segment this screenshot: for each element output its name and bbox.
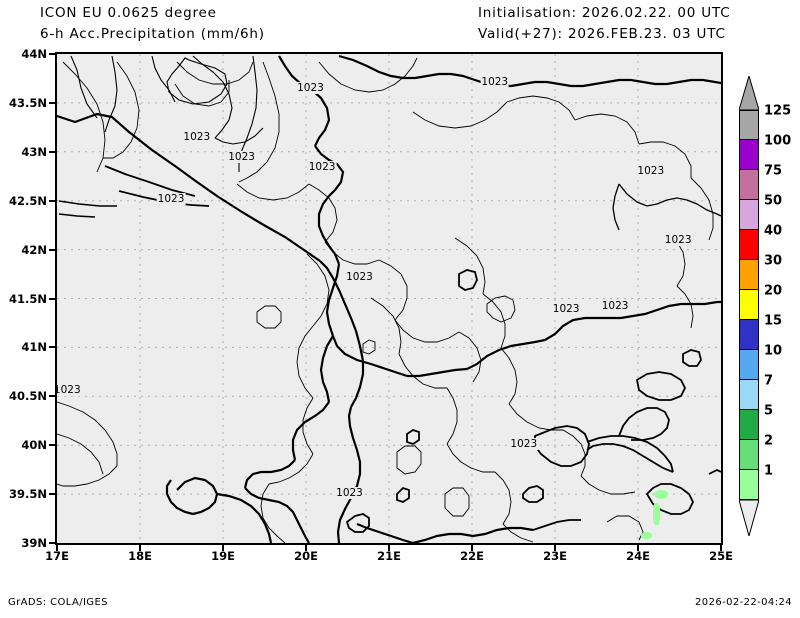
y-tick-label: 44N xyxy=(21,47,47,61)
contour-value-label: 1023 xyxy=(509,438,539,451)
contour-value-label: 1023 xyxy=(600,300,630,313)
y-tick-label: 41.5N xyxy=(9,291,47,306)
credit-text: GrADS: COLA/IGES xyxy=(8,597,108,608)
contour-value-label: 1023 xyxy=(156,192,186,205)
y-tick-mark xyxy=(49,346,55,349)
x-tick-mark xyxy=(637,545,639,551)
colorbar-tick-label: 7 xyxy=(764,373,774,389)
y-tick-label: 42N xyxy=(21,242,47,257)
colorbar-tick-label: 15 xyxy=(764,313,783,329)
contour-value-label: 1023 xyxy=(345,271,374,284)
y-tick-label: 43N xyxy=(21,144,47,159)
colorbar-tick-label: 1 xyxy=(764,463,774,479)
colorbar-band[interactable] xyxy=(739,350,759,380)
y-tick-mark xyxy=(49,444,55,447)
colorbar-tick-label: 5 xyxy=(764,403,774,419)
colorbar-band[interactable] xyxy=(739,200,759,230)
y-tick-label: 39N xyxy=(21,536,47,550)
colorbar-tick-label: 30 xyxy=(764,253,783,269)
colorbar-tick-label: 40 xyxy=(764,223,783,239)
x-tick-label: 19E xyxy=(211,549,235,563)
map-gridlines xyxy=(57,54,721,543)
x-tick-label: 21E xyxy=(377,549,401,563)
x-tick-label: 23E xyxy=(543,549,567,563)
model-title: ICON EU 0.0625 degree xyxy=(40,5,217,21)
x-tick-mark xyxy=(471,545,473,551)
precipitation-cell xyxy=(653,489,668,499)
x-tick-label: 22E xyxy=(460,549,484,563)
colorbar-tick-label: 2 xyxy=(764,433,774,449)
y-tick-label: 39.5N xyxy=(9,487,47,502)
valid-time: Valid(+27): 2026.FEB.23. 03 UTC xyxy=(478,26,726,42)
y-tick-label: 41N xyxy=(21,340,47,355)
y-tick-label: 42.5N xyxy=(9,193,47,208)
precipitation-cell xyxy=(653,502,661,525)
colorbar-precipitation[interactable] xyxy=(739,110,759,500)
x-tick-label: 24E xyxy=(626,549,650,563)
y-tick-mark xyxy=(49,395,55,398)
contour-value-label: 1023 xyxy=(227,150,256,163)
y-tick-label: 43.5N xyxy=(9,95,47,110)
colorbar-tick-label: 50 xyxy=(764,193,783,209)
x-tick-label: 25E xyxy=(709,549,733,563)
colorbar-band[interactable] xyxy=(739,320,759,350)
colorbar-tick-label: 75 xyxy=(764,163,783,179)
y-tick-mark xyxy=(49,248,55,251)
field-title: 6-h Acc.Precipitation (mm/6h) xyxy=(40,26,265,42)
contour-value-label: 1023 xyxy=(57,384,82,397)
y-tick-mark xyxy=(49,150,55,153)
colorbar-band[interactable] xyxy=(739,290,759,320)
x-tick-mark xyxy=(305,545,307,551)
x-tick-mark xyxy=(56,545,58,551)
y-tick-mark xyxy=(49,493,55,496)
contour-value-label: 1023 xyxy=(663,233,693,246)
y-tick-mark xyxy=(49,297,55,300)
precipitation-cell xyxy=(641,531,653,539)
x-tick-label: 17E xyxy=(45,549,69,563)
x-tick-mark xyxy=(554,545,556,551)
y-tick-mark xyxy=(49,53,55,55)
colorbar-tick-label: 125 xyxy=(764,103,792,119)
colorbar-band[interactable] xyxy=(739,170,759,200)
colorbar-band[interactable] xyxy=(739,230,759,260)
colorbar-band[interactable] xyxy=(739,470,759,500)
x-tick-mark xyxy=(139,545,141,551)
x-tick-mark xyxy=(720,545,722,551)
colorbar-band[interactable] xyxy=(739,140,759,170)
colorbar-tick-label: 100 xyxy=(764,133,792,149)
colorbar-tick-label: 20 xyxy=(764,283,783,299)
map-plot-area: 1023 1023 1023 1023 1023 1023 1023 1023 1023 1023… xyxy=(55,52,723,545)
init-time: Initialisation: 2026.02.22. 00 UTC xyxy=(478,5,731,21)
contour-value-label: 1023 xyxy=(636,165,666,178)
colorbar-band[interactable] xyxy=(739,410,759,440)
contour-value-label: 1023 xyxy=(551,303,581,316)
generated-stamp: 2026-02-22-04:24 xyxy=(695,597,792,608)
colorbar-band[interactable] xyxy=(739,380,759,410)
colorbar-tick-label: 10 xyxy=(764,343,783,359)
y-tick-mark xyxy=(49,542,55,544)
x-tick-label: 20E xyxy=(294,549,318,563)
x-tick-label: 18E xyxy=(128,549,152,563)
colorbar-band[interactable] xyxy=(739,260,759,290)
y-tick-label: 40.5N xyxy=(9,389,47,404)
colorbar-over-arrow xyxy=(739,76,759,110)
y-tick-mark xyxy=(49,101,55,104)
y-tick-mark xyxy=(49,199,55,202)
contour-value-label: 1023 xyxy=(335,487,364,500)
contour-value-label: 1023 xyxy=(296,82,325,95)
x-tick-mark xyxy=(388,545,390,551)
contour-value-label: 1023 xyxy=(182,131,212,144)
colorbar-under-arrow xyxy=(739,500,759,536)
y-tick-label: 40N xyxy=(21,438,47,453)
colorbar-band[interactable] xyxy=(739,110,759,140)
contour-value-label: 1023 xyxy=(307,161,337,174)
contour-value-label: 1023 xyxy=(480,76,510,89)
map-geography xyxy=(57,54,721,543)
x-tick-mark xyxy=(222,545,224,551)
colorbar-band[interactable] xyxy=(739,440,759,470)
